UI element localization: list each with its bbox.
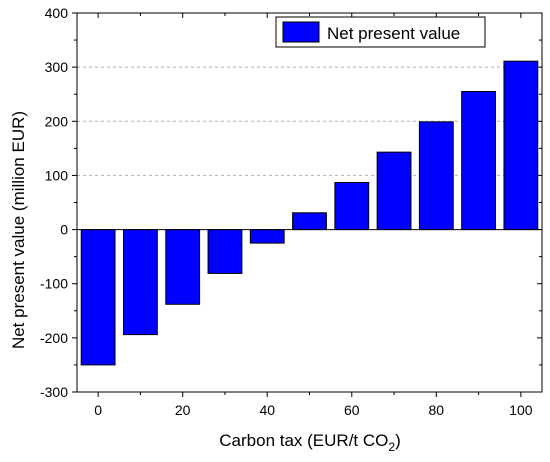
x-tick-label: 40	[259, 402, 275, 418]
y-tick-label: 100	[45, 167, 69, 183]
y-tick-label: 0	[60, 222, 68, 238]
bars	[80, 60, 539, 366]
x-axis-label-subscript: 2	[388, 440, 395, 454]
legend-swatch	[282, 21, 320, 43]
x-tick-label: 0	[94, 402, 102, 418]
x-axis-label: Carbon tax (EUR/t CO2)	[219, 431, 400, 454]
y-tick-label: 300	[45, 59, 69, 75]
y-axis-label: Net present value (million EUR)	[9, 111, 28, 349]
bar	[418, 121, 454, 231]
bar	[123, 229, 158, 336]
bar	[376, 151, 412, 231]
y-axis-ticks: -300 -200 -100 0 100 200 300 400	[40, 5, 542, 400]
y-tick-label: -200	[40, 330, 68, 346]
x-tick-label: 20	[175, 402, 191, 418]
bar	[80, 229, 116, 366]
x-axis-label-suffix: )	[395, 431, 401, 450]
bar	[334, 181, 370, 231]
x-axis-label-main: Carbon tax (EUR/t CO	[219, 431, 388, 450]
bar	[249, 229, 285, 244]
x-tick-label: 80	[429, 402, 445, 418]
bar	[292, 212, 327, 231]
y-tick-label: -100	[40, 276, 68, 292]
x-tick-label: 60	[344, 402, 360, 418]
bar	[207, 229, 243, 274]
bar	[503, 60, 539, 231]
bar	[165, 229, 201, 305]
legend: Net present value	[275, 16, 486, 48]
y-tick-label: 400	[45, 5, 69, 21]
y-tick-label: 200	[45, 113, 69, 129]
bar	[461, 91, 497, 231]
y-tick-label: -300	[40, 384, 68, 400]
x-axis-ticks: 0 20 40 60 80 100	[94, 13, 533, 418]
x-tick-label: 100	[509, 402, 533, 418]
legend-label: Net present value	[327, 24, 460, 43]
